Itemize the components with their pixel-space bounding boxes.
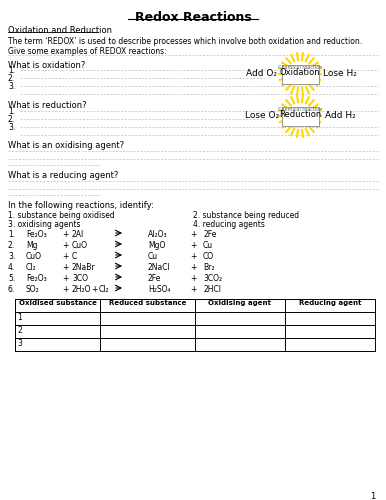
Text: 6.: 6.	[8, 285, 15, 294]
FancyBboxPatch shape	[281, 106, 318, 126]
Text: +: +	[190, 263, 196, 272]
Text: What is oxidation?: What is oxidation?	[8, 61, 85, 70]
Text: +: +	[190, 285, 196, 294]
Text: CuO: CuO	[26, 252, 42, 261]
Text: Al₂O₃: Al₂O₃	[148, 230, 168, 239]
Text: +: +	[190, 274, 196, 283]
Text: 2Fe: 2Fe	[203, 230, 217, 239]
Text: 2.: 2.	[8, 74, 15, 83]
Text: Reduction: Reduction	[279, 110, 321, 118]
Text: Br₂: Br₂	[203, 263, 215, 272]
Text: What is an oxidising agent?: What is an oxidising agent?	[8, 141, 124, 150]
Text: What is a reducing agent?: What is a reducing agent?	[8, 171, 119, 180]
Text: 2NaBr: 2NaBr	[72, 263, 96, 272]
Text: Cu: Cu	[148, 252, 158, 261]
Text: Lose H₂: Lose H₂	[323, 70, 357, 78]
Text: In the following reactions, identify:: In the following reactions, identify:	[8, 201, 154, 210]
Text: Cl₂: Cl₂	[99, 285, 110, 294]
Text: 1. substance being oxidised: 1. substance being oxidised	[8, 211, 115, 220]
Text: 3.: 3.	[8, 252, 15, 261]
Text: +: +	[62, 241, 68, 250]
Text: The term ‘REDOX’ is used to describe processes which involve both oxidation and : The term ‘REDOX’ is used to describe pro…	[8, 37, 362, 46]
Text: 2.: 2.	[8, 115, 15, 124]
Text: 2. substance being reduced: 2. substance being reduced	[193, 211, 299, 220]
Text: 4. reducing agents: 4. reducing agents	[193, 220, 265, 229]
Text: 2Fe: 2Fe	[148, 274, 161, 283]
Text: 2HCl: 2HCl	[203, 285, 221, 294]
Text: 1.: 1.	[8, 230, 15, 239]
Text: Chemical reaction: Chemical reaction	[278, 107, 322, 112]
Text: +: +	[190, 241, 196, 250]
Text: Reducing agent: Reducing agent	[299, 300, 361, 306]
Text: Oxidation and Reduction: Oxidation and Reduction	[8, 26, 112, 35]
Text: Cl₂: Cl₂	[26, 263, 37, 272]
Text: 2NaCl: 2NaCl	[148, 263, 171, 272]
Text: 3CO: 3CO	[72, 274, 88, 283]
Text: Mg: Mg	[26, 241, 37, 250]
Text: Cu: Cu	[203, 241, 213, 250]
Text: Add O₂: Add O₂	[247, 70, 278, 78]
Text: +: +	[190, 252, 196, 261]
Text: Lose O₂: Lose O₂	[245, 112, 279, 120]
Text: 1: 1	[370, 492, 375, 500]
Text: 3. oxidising agents: 3. oxidising agents	[8, 220, 81, 229]
Text: 2Al: 2Al	[72, 230, 84, 239]
Text: 3CO₂: 3CO₂	[203, 274, 222, 283]
Text: CO: CO	[203, 252, 214, 261]
Text: 1.: 1.	[8, 66, 15, 75]
Text: +: +	[62, 230, 68, 239]
Text: 2H₂O: 2H₂O	[72, 285, 91, 294]
Text: C: C	[72, 252, 77, 261]
Text: Reduced substance: Reduced substance	[109, 300, 186, 306]
Text: MgO: MgO	[148, 241, 165, 250]
Text: +: +	[91, 285, 97, 294]
Text: Oxidising agent: Oxidising agent	[208, 300, 271, 306]
Text: +: +	[62, 285, 68, 294]
Text: 4.: 4.	[8, 263, 15, 272]
Text: Fe₂O₃: Fe₂O₃	[26, 230, 47, 239]
Text: +: +	[62, 274, 68, 283]
Text: Redox Reactions: Redox Reactions	[135, 11, 251, 24]
Text: 2: 2	[17, 326, 22, 335]
Text: 1: 1	[17, 313, 22, 322]
Text: 3.: 3.	[8, 82, 15, 91]
Text: 3: 3	[17, 339, 22, 348]
Text: 3.: 3.	[8, 123, 15, 132]
Text: +: +	[190, 230, 196, 239]
Text: 5.: 5.	[8, 274, 15, 283]
Text: Fe₂O₃: Fe₂O₃	[26, 274, 47, 283]
Text: H₂SO₄: H₂SO₄	[148, 285, 171, 294]
Text: 1.: 1.	[8, 107, 15, 116]
Text: Oxidised substance: Oxidised substance	[19, 300, 96, 306]
Text: Give some examples of REDOX reactions:: Give some examples of REDOX reactions:	[8, 47, 167, 56]
Text: 2.: 2.	[8, 241, 15, 250]
Text: +: +	[62, 263, 68, 272]
Text: CuO: CuO	[72, 241, 88, 250]
FancyBboxPatch shape	[281, 64, 318, 84]
Text: +: +	[62, 252, 68, 261]
Text: SO₂: SO₂	[26, 285, 40, 294]
Text: Chemical reaction: Chemical reaction	[278, 65, 322, 70]
Text: What is reduction?: What is reduction?	[8, 101, 86, 110]
Text: Add H₂: Add H₂	[325, 112, 356, 120]
Text: Oxidation: Oxidation	[280, 68, 320, 76]
